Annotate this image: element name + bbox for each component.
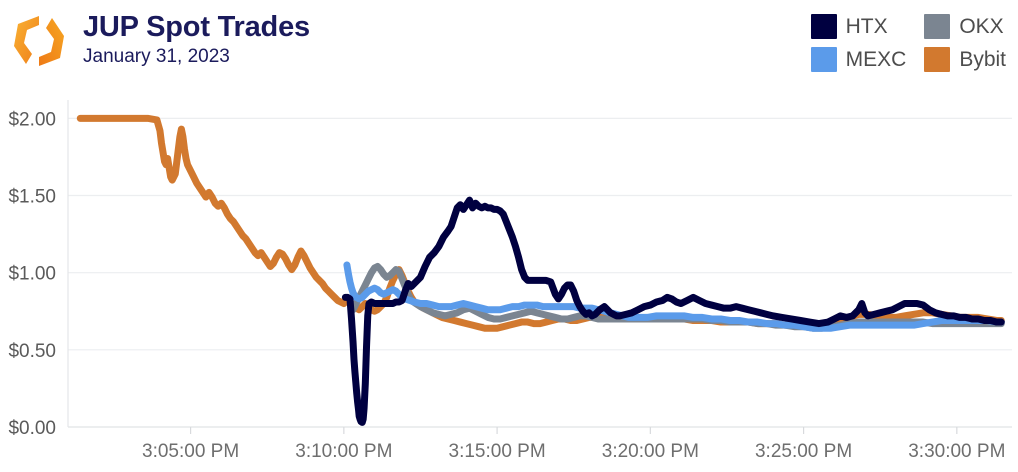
legend-item-okx[interactable]: OKX [924, 14, 1006, 39]
y-axis-tick-label: $0.50 [8, 341, 56, 362]
legend-swatch-okx-icon [924, 14, 951, 39]
x-axis-tick-label: 3:20:00 PM [602, 441, 699, 462]
x-axis-tick-label: 3:15:00 PM [449, 441, 546, 462]
series-line-bybit [76, 114, 1005, 332]
chart-legend: HTX OKX MEXC Bybit [810, 14, 1006, 72]
x-axis-tick-label: 3:25:00 PM [755, 441, 852, 462]
page-title: JUP Spot Trades [83, 11, 310, 43]
x-axis-tick-label: 3:10:00 PM [295, 441, 392, 462]
legend-item-htx[interactable]: HTX [810, 14, 907, 39]
page-subtitle: January 31, 2023 [83, 46, 230, 67]
legend-swatch-bybit-icon [924, 47, 951, 72]
y-axis-tick-label: $1.00 [8, 264, 56, 285]
legend-item-mexc[interactable]: MEXC [810, 47, 907, 72]
x-axis-tick-label: 3:30:00 PM [908, 441, 1005, 462]
legend-label: HTX [845, 15, 888, 38]
x-axis-tick-label: 3:05:00 PM [142, 441, 239, 462]
legend-label: OKX [959, 15, 1004, 38]
jupiter-logo-icon [8, 10, 70, 72]
y-axis-tick-label: $0.00 [8, 418, 56, 439]
plot-area: $0.00 $0.50 $1.00 $1.50 $2.00 3:05:00 PM 3:10:… [0, 92, 1018, 472]
legend-label: MEXC [845, 48, 907, 71]
y-axis-tick-label: $2.00 [8, 109, 56, 130]
legend-swatch-mexc-icon [810, 47, 837, 72]
series-line-htx [341, 196, 1005, 426]
legend-label: Bybit [959, 48, 1006, 71]
title-block: JUP Spot Trades January 31, 2023 [83, 10, 310, 70]
chart-plot-svg: $0.00 $0.50 $1.00 $1.50 $2.00 3:05:00 PM 3:10:… [8, 100, 1012, 462]
y-axis-tick-label: $1.50 [8, 187, 56, 208]
legend-item-bybit[interactable]: Bybit [924, 47, 1006, 72]
legend-swatch-htx-icon [810, 14, 837, 39]
chart-header: JUP Spot Trades January 31, 2023 HTX OKX M… [0, 0, 1018, 92]
